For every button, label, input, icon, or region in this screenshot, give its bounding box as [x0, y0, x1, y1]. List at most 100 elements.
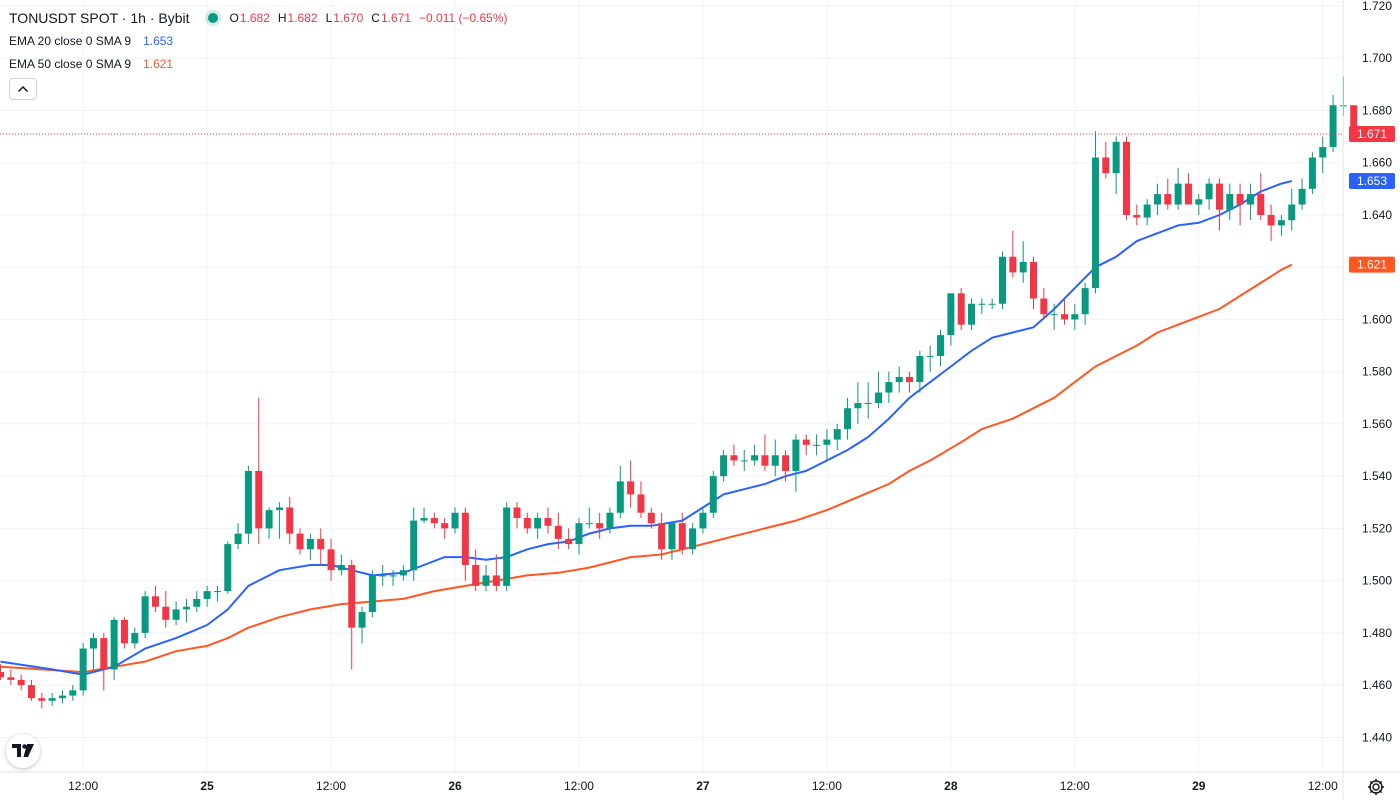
candle-up[interactable]: [813, 434, 821, 456]
candle-up[interactable]: [720, 450, 728, 482]
candle-down[interactable]: [596, 512, 604, 539]
candle-up[interactable]: [379, 564, 387, 586]
candle-down[interactable]: [513, 502, 521, 529]
candle-down[interactable]: [1030, 256, 1037, 309]
candle-up[interactable]: [1319, 136, 1327, 174]
candle-up[interactable]: [875, 371, 883, 409]
candle-down[interactable]: [678, 512, 686, 555]
candle-up[interactable]: [79, 643, 87, 696]
candle-up[interactable]: [244, 465, 252, 545]
candle-down[interactable]: [162, 591, 170, 628]
candle-up[interactable]: [399, 564, 407, 581]
candle-up[interactable]: [48, 692, 56, 707]
candle-up[interactable]: [1091, 131, 1099, 294]
candle-up[interactable]: [69, 685, 77, 701]
candle-up[interactable]: [141, 591, 149, 639]
candle-down[interactable]: [441, 517, 449, 539]
candle-up[interactable]: [1019, 241, 1027, 283]
candle-up[interactable]: [368, 570, 376, 618]
candle-down[interactable]: [647, 507, 655, 529]
candle-down[interactable]: [151, 585, 159, 612]
candle-down[interactable]: [523, 512, 531, 534]
candle-up[interactable]: [885, 371, 893, 404]
candle-up[interactable]: [1226, 183, 1234, 221]
candle-down[interactable]: [1267, 204, 1275, 242]
candle-down[interactable]: [17, 674, 25, 691]
candle-down[interactable]: [554, 512, 562, 550]
candle-up[interactable]: [275, 502, 283, 539]
candle-up[interactable]: [482, 564, 490, 592]
candle-up[interactable]: [699, 507, 707, 534]
candle-up[interactable]: [916, 350, 924, 393]
candle-down[interactable]: [637, 481, 645, 518]
candle-up[interactable]: [585, 507, 593, 529]
candle-down[interactable]: [957, 288, 965, 330]
candle-up[interactable]: [1246, 183, 1254, 221]
candle-down[interactable]: [461, 507, 469, 581]
candle-down[interactable]: [38, 692, 46, 709]
candle-up[interactable]: [58, 690, 66, 704]
ema50-legend-row[interactable]: EMA 50 close 0 SMA 9 1.621: [9, 52, 516, 75]
candle-down[interactable]: [100, 632, 108, 691]
candle-down[interactable]: [1133, 204, 1141, 226]
candle-down[interactable]: [730, 444, 738, 466]
candle-down[interactable]: [296, 528, 304, 555]
candle-up[interactable]: [854, 382, 862, 424]
ema50-label[interactable]: EMA 50 close 0 SMA 9: [9, 56, 132, 71]
candle-down[interactable]: [7, 669, 15, 686]
candle-up[interactable]: [1081, 282, 1089, 325]
candle-up[interactable]: [616, 465, 624, 518]
candle-down[interactable]: [286, 497, 294, 545]
candle-up[interactable]: [1174, 167, 1182, 210]
candle-down[interactable]: [327, 538, 335, 581]
candle-up[interactable]: [1143, 199, 1151, 226]
candle-up[interactable]: [1288, 188, 1296, 231]
candle-up[interactable]: [1195, 194, 1203, 215]
candle-down[interactable]: [1184, 173, 1192, 205]
candle-up[interactable]: [833, 423, 841, 451]
candle-up[interactable]: [771, 439, 779, 477]
candle-up[interactable]: [358, 606, 366, 644]
candle-up[interactable]: [792, 434, 800, 492]
candle-up[interactable]: [751, 444, 759, 466]
candle-up[interactable]: [1112, 136, 1120, 195]
candle-up[interactable]: [968, 298, 976, 330]
gear-icon[interactable]: [1366, 777, 1386, 797]
candle-down[interactable]: [1060, 298, 1068, 325]
candle-up[interactable]: [503, 502, 511, 592]
tradingview-logo[interactable]: [6, 734, 40, 768]
candle-up[interactable]: [575, 517, 583, 555]
candle-up[interactable]: [1277, 214, 1285, 236]
candle-up[interactable]: [110, 617, 118, 680]
candle-up[interactable]: [1308, 152, 1316, 195]
candle-down[interactable]: [472, 549, 480, 592]
candle-up[interactable]: [740, 450, 748, 471]
candle-down[interactable]: [1236, 183, 1244, 226]
candle-up[interactable]: [1205, 178, 1213, 210]
candle-down[interactable]: [1164, 178, 1172, 210]
ema20-legend-row[interactable]: EMA 20 close 0 SMA 9 1.653: [9, 29, 516, 52]
symbol-title[interactable]: TONUSDT SPOT · 1h · Bybit: [9, 9, 190, 26]
candle-down[interactable]: [1009, 230, 1017, 278]
candle-up[interactable]: [895, 366, 903, 393]
candle-up[interactable]: [389, 570, 397, 586]
candle-down[interactable]: [1122, 136, 1130, 221]
candle-down[interactable]: [1102, 141, 1110, 179]
candle-down[interactable]: [761, 434, 769, 471]
collapse-legend-button[interactable]: [9, 78, 37, 100]
candle-down[interactable]: [782, 450, 790, 482]
ema20-label[interactable]: EMA 20 close 0 SMA 9: [9, 33, 132, 48]
candle-down[interactable]: [1040, 288, 1048, 320]
candle-up[interactable]: [1071, 303, 1079, 330]
candle-down[interactable]: [906, 371, 914, 393]
candle-up[interactable]: [937, 329, 945, 367]
candle-up[interactable]: [709, 470, 717, 518]
candle-up[interactable]: [1050, 303, 1058, 330]
candle-up[interactable]: [451, 507, 459, 534]
candle-up[interactable]: [265, 507, 273, 539]
candle-down[interactable]: [255, 397, 263, 545]
candle-up[interactable]: [534, 512, 542, 539]
candle-up[interactable]: [844, 397, 852, 440]
candle-up[interactable]: [337, 554, 345, 576]
candle-down[interactable]: [802, 434, 810, 456]
